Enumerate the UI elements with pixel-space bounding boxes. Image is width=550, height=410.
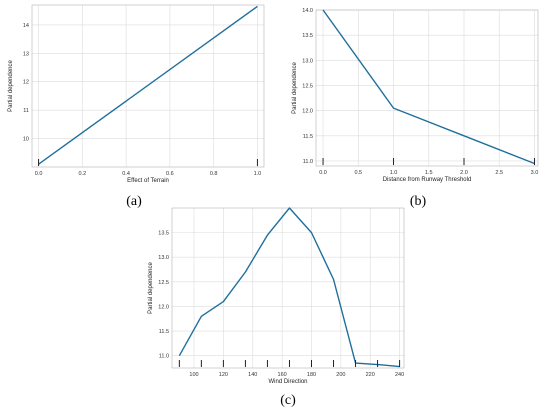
y-tick-label-c-4: 13.0 <box>158 255 169 261</box>
x-tick-label-c-7: 240 <box>395 372 404 378</box>
x-tick-label-c-5: 200 <box>336 372 345 378</box>
panel-label-c: (c) <box>280 393 296 408</box>
x-tick-label-b-3: 1.5 <box>425 170 433 176</box>
y-tick-label-b-2: 12.0 <box>302 109 313 115</box>
x-tick-label-c-2: 140 <box>248 372 257 378</box>
x-tick-label-b-6: 3.0 <box>531 170 539 176</box>
y-tick-label-b-6: 14.0 <box>302 8 313 14</box>
y-tick-label-a-4: 14 <box>23 23 29 29</box>
x-tick-label-b-0: 0.0 <box>319 170 327 176</box>
y-axis-label-b: Partial dependence <box>292 61 298 113</box>
y-tick-label-c-3: 12.5 <box>158 280 169 286</box>
x-tick-label-a-1: 0.2 <box>79 171 87 177</box>
x-tick-label-c-4: 180 <box>307 372 316 378</box>
x-tick-label-c-3: 160 <box>278 372 287 378</box>
x-tick-label-b-4: 2.0 <box>460 170 468 176</box>
x-axis-label-c: Wind Direction <box>268 379 307 385</box>
y-tick-label-c-1: 11.5 <box>159 329 169 335</box>
x-axis-label-b: Distance from Runway Threshold <box>383 177 472 183</box>
y-tick-label-a-3: 13 <box>23 51 29 57</box>
series-line-b <box>322 9 535 165</box>
panel-label-a: (a) <box>126 194 142 209</box>
y-tick-label-b-4: 13.0 <box>302 58 313 64</box>
chart-panel-b: 0.0 0.5 1.0 1.5 2.0 2.5 3.0 11.0 11.5 12.0 12.5 13.… <box>292 8 539 183</box>
series-line-a <box>38 5 258 165</box>
y-axis-label-a: Partial dependence <box>8 59 14 111</box>
x-tick-label-a-5: 1.0 <box>254 171 262 177</box>
x-tick-label-b-2: 1.0 <box>390 170 398 176</box>
x-tick-label-b-1: 0.5 <box>354 170 362 176</box>
y-tick-label-b-3: 12.5 <box>302 83 313 89</box>
panel-label-b: (b) <box>410 194 427 209</box>
chart-panel-c: 100 120 140 160 180 200 220 240 11.0 11.5 12.0 12.5… <box>148 207 405 385</box>
y-tick-label-a-1: 11 <box>23 108 29 114</box>
y-tick-label-b-5: 13.5 <box>302 33 313 39</box>
plot-frame-b <box>315 9 539 167</box>
y-tick-label-c-0: 11.0 <box>159 354 169 360</box>
x-axis-label-a: Effect of Terrain <box>127 178 169 184</box>
x-tick-label-c-1: 120 <box>219 372 228 378</box>
x-tick-label-b-5: 2.5 <box>495 170 503 176</box>
chart-panel-a: 0.0 0.2 0.4 0.6 0.8 1.0 10 11 12 13 14 Effect of Te… <box>8 4 265 184</box>
y-tick-label-a-0: 10 <box>23 137 29 143</box>
x-tick-label-a-3: 0.6 <box>166 171 174 177</box>
x-tick-label-a-4: 0.8 <box>210 171 218 177</box>
plot-area-b <box>316 10 538 166</box>
plot-frame-c <box>171 207 405 369</box>
x-tick-label-c-6: 220 <box>366 372 375 378</box>
x-tick-label-a-2: 0.4 <box>122 171 130 177</box>
x-tick-label-a-0: 0.0 <box>35 171 43 177</box>
y-tick-label-c-5: 13.5 <box>158 231 169 237</box>
x-tick-label-c-0: 100 <box>189 372 198 378</box>
y-tick-label-b-1: 11.5 <box>303 134 313 140</box>
y-tick-label-b-0: 11.0 <box>303 159 313 165</box>
plot-area-c <box>172 208 404 368</box>
y-axis-label-c: Partial dependence <box>148 261 154 313</box>
plot-frame-a <box>31 4 265 168</box>
y-tick-label-a-2: 12 <box>23 80 29 86</box>
y-tick-label-c-2: 12.0 <box>158 304 169 310</box>
